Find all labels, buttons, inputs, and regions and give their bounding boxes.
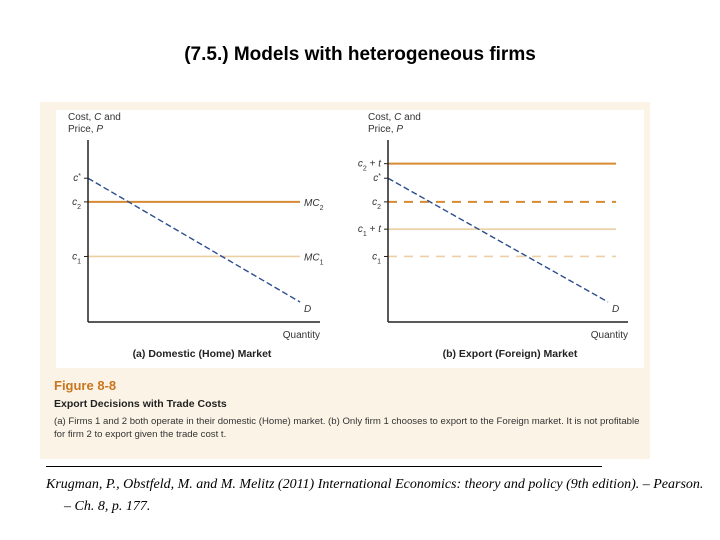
reference-divider <box>46 466 602 467</box>
chart-a-demand-line <box>87 177 301 303</box>
chart-b-ylabel-line2: Price, P <box>368 124 403 135</box>
chart-a-ylabel-line2: Price, P <box>68 124 103 135</box>
chart-a-demand-label: D <box>304 304 311 315</box>
figure-title: Export Decisions with Trade Costs <box>54 398 227 410</box>
figure-caption-text: (a) Firms 1 and 2 both operate in their … <box>54 416 640 440</box>
chart-a-title: (a) Domestic (Home) Market <box>133 348 272 360</box>
chart-a-tick-label-c1: c1 <box>72 251 81 265</box>
chart-b-tick-label-c2: c2 <box>372 197 381 211</box>
chart-b-xlabel: Quantity <box>591 330 628 341</box>
chart-a-tick-label-c: c* <box>73 173 81 185</box>
figure-number: Figure 8-8 <box>54 378 117 393</box>
slide-title: (7.5.) Models with heterogeneous firms <box>184 44 536 65</box>
figure-caption: Figure 8-8 Export Decisions with Trade C… <box>54 378 644 441</box>
chart-b-title: (b) Export (Foreign) Market <box>443 348 578 360</box>
chart-b-ylabel-line1: Cost, C and <box>368 112 421 123</box>
chart-b-tick-label-c1-t: c1 + t <box>358 224 382 238</box>
chart-a-label-mc1: MC1 <box>304 252 324 266</box>
chart-b-demand-line <box>387 177 609 303</box>
reference-citation: Krugman, P., Obstfeld, M. and M. Melitz … <box>46 477 704 514</box>
chart-b-tick-label-c1: c1 <box>372 251 381 265</box>
chart-a-tick-label-c2: c2 <box>72 197 81 211</box>
chart-b-background <box>312 110 644 368</box>
chart-a-xlabel: Quantity <box>283 330 320 341</box>
chart-b-tick-label-c2-t: c2 + t <box>358 159 382 173</box>
chart-a-background <box>56 110 312 368</box>
chart-b-demand-label: D <box>612 304 619 315</box>
chart-b-tick-label-c: c* <box>373 173 381 185</box>
chart-a-label-mc2: MC2 <box>304 198 324 212</box>
chart-a-ylabel-line1: Cost, C and <box>68 112 121 123</box>
